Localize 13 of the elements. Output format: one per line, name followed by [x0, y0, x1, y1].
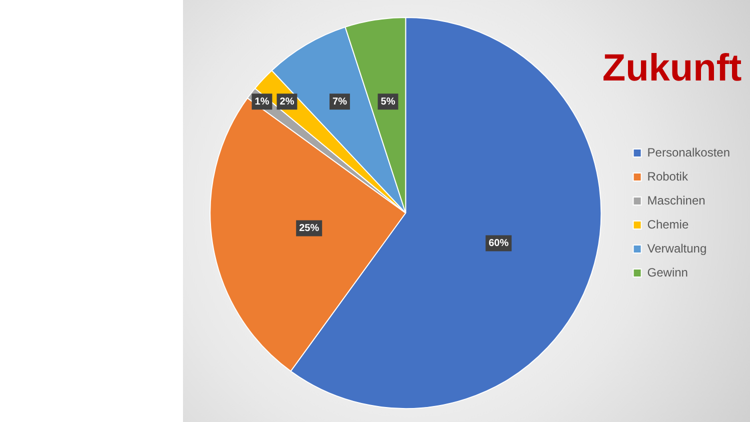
data-label: 5%: [380, 96, 396, 108]
data-label: 1%: [254, 96, 270, 108]
data-label: 25%: [299, 223, 320, 234]
data-label: 7%: [332, 96, 348, 108]
legend-label: Gewinn: [647, 265, 688, 280]
legend-label: Robotik: [647, 169, 689, 184]
legend-label: Maschinen: [647, 193, 706, 208]
legend-label: Chemie: [647, 217, 689, 232]
legend-label: Personalkosten: [647, 145, 730, 160]
data-label: 60%: [488, 238, 509, 249]
data-label: 2%: [280, 96, 294, 108]
legend-label: Verwaltung: [647, 241, 707, 256]
text: Zukunft: [602, 47, 742, 90]
